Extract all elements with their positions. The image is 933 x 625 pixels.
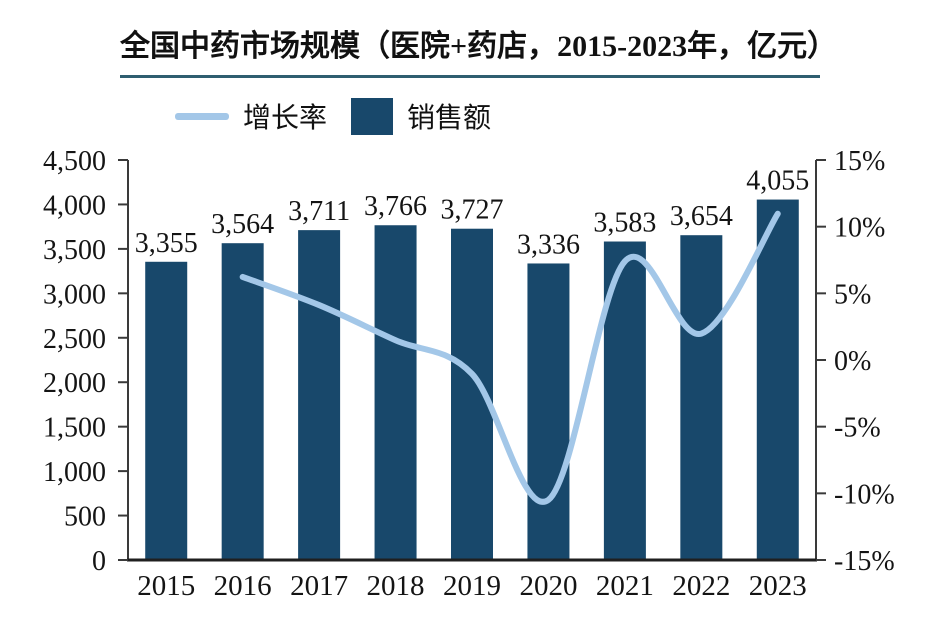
left-axis-label: 1,500 bbox=[43, 413, 106, 444]
x-axis-label: 2015 bbox=[137, 570, 195, 602]
bar-value-label: 3,727 bbox=[441, 195, 504, 226]
chart-title: 全国中药市场规模（医院+药店，2015-2023年，亿元） bbox=[120, 30, 838, 63]
bar-value-label: 3,766 bbox=[364, 191, 427, 222]
x-axis-label: 2021 bbox=[596, 570, 654, 602]
left-axis-label: 1,000 bbox=[43, 457, 106, 488]
legend-sales-label: 销售额 bbox=[407, 103, 492, 134]
x-axis-label: 2018 bbox=[367, 570, 425, 602]
bar-2023 bbox=[756, 199, 799, 561]
bar-2015 bbox=[145, 261, 188, 560]
bar-value-label: 3,336 bbox=[517, 229, 580, 260]
bar-value-label: 3,711 bbox=[288, 196, 350, 227]
bar-2020 bbox=[527, 263, 570, 560]
bar-2018 bbox=[374, 225, 417, 560]
bar-value-label: 4,055 bbox=[746, 166, 809, 197]
bar-value-label: 3,564 bbox=[211, 209, 274, 240]
right-axis-label: 10% bbox=[834, 213, 885, 244]
left-axis-label: 4,000 bbox=[43, 190, 106, 221]
title-underline bbox=[120, 74, 820, 78]
right-axis-label: -10% bbox=[834, 479, 895, 510]
right-axis-label: 15% bbox=[834, 146, 885, 177]
bar-series-swatch-icon bbox=[351, 97, 394, 135]
bar-value-label: 3,654 bbox=[670, 201, 733, 232]
left-axis-label: 4,500 bbox=[43, 146, 106, 177]
left-axis-label: 2,500 bbox=[43, 324, 106, 355]
x-axis-label: 2022 bbox=[672, 570, 730, 602]
right-axis-label: 0% bbox=[834, 346, 871, 377]
right-axis-label: -15% bbox=[834, 546, 895, 577]
growth-rate-line bbox=[239, 210, 781, 505]
bar-2022 bbox=[680, 235, 723, 560]
bar-2016 bbox=[221, 243, 264, 560]
line-series-swatch-icon bbox=[175, 112, 229, 120]
x-axis-label: 2023 bbox=[749, 570, 807, 602]
legend-growth-label: 增长率 bbox=[243, 103, 328, 134]
x-axis-label: 2020 bbox=[519, 570, 577, 602]
legend-item-sales: 销售额 bbox=[351, 96, 491, 136]
legend: 增长率 销售额 bbox=[175, 96, 491, 136]
right-axis-label: -5% bbox=[834, 413, 881, 444]
bar-value-label: 3,583 bbox=[593, 208, 656, 239]
left-axis-label: 3,000 bbox=[43, 279, 106, 310]
left-axis-label: 3,500 bbox=[43, 235, 106, 266]
x-axis-label: 2016 bbox=[214, 570, 272, 602]
left-axis-label: 500 bbox=[64, 502, 106, 533]
chart-header: 全国中药市场规模（医院+药店，2015-2023年，亿元） bbox=[120, 30, 838, 78]
bar-value-label: 3,355 bbox=[135, 228, 198, 259]
left-axis-label: 0 bbox=[92, 546, 106, 577]
legend-item-growth: 增长率 bbox=[175, 96, 327, 136]
x-axis-label: 2017 bbox=[290, 570, 348, 602]
x-axis-label: 2019 bbox=[443, 570, 501, 602]
right-axis-label: 5% bbox=[834, 279, 871, 310]
left-axis-label: 2,000 bbox=[43, 368, 106, 399]
bar-2017 bbox=[298, 230, 341, 560]
